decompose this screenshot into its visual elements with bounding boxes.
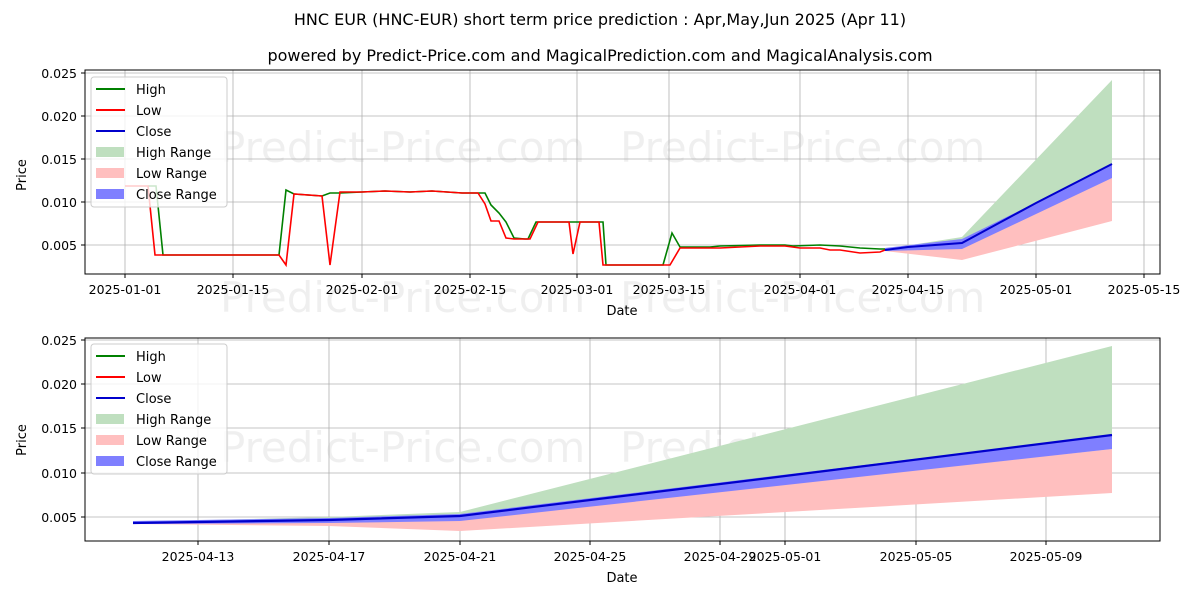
- top-y-tick-label: 0.020: [41, 109, 77, 124]
- legend-low-label: Low: [136, 104, 162, 119]
- legend-high-range-label: High Range: [136, 146, 211, 161]
- bottom-x-tick-label: 2025-04-13: [162, 549, 235, 564]
- bottom-legend: High Low Close High Range Low Range Clos…: [90, 343, 228, 475]
- top-x-ticks: [124, 274, 1145, 278]
- low-range-area: [885, 178, 1112, 260]
- legend-close-range-swatch: [96, 189, 124, 199]
- bottom-y-tick-label: 0.010: [41, 466, 77, 481]
- top-grid: [85, 70, 1160, 274]
- bottom-y-tick-label: 0.015: [41, 421, 77, 436]
- high-line: [148, 185, 885, 266]
- bottom-y-tick-label: 0.020: [41, 377, 77, 392]
- close-line: [132, 433, 1113, 525]
- bottom-y-axis-label: Price: [15, 424, 30, 456]
- top-y-tick-label: 0.010: [41, 195, 77, 210]
- legend-low-range-label: Low Range: [136, 434, 207, 449]
- legend-low-range-label: Low Range: [136, 167, 207, 182]
- bottom-x-tick-label: 2025-05-01: [749, 549, 822, 564]
- top-x-tick-label: 2025-04-15: [872, 282, 945, 297]
- legend-high-range-swatch: [96, 414, 124, 424]
- watermark: Predict-Price.com: [220, 123, 585, 172]
- legend-high-range-label: High Range: [136, 413, 211, 428]
- top-axes-frame: [84, 69, 1161, 275]
- bottom-x-tick-label: 2025-04-25: [554, 549, 627, 564]
- top-y-ticks: [81, 72, 85, 246]
- legend-low-range-swatch: [96, 168, 124, 178]
- top-x-tick-label: 2025-03-15: [633, 282, 706, 297]
- close-line: [884, 163, 1113, 251]
- top-x-tick-label: 2025-02-15: [434, 282, 507, 297]
- bottom-y-tick-label: 0.005: [41, 510, 77, 525]
- bottom-x-tick-label: 2025-04-21: [424, 549, 497, 564]
- bottom-chart: Predict-Price.com Predict-Price.com: [15, 333, 1161, 586]
- high-range-area: [133, 346, 1112, 523]
- top-x-axis-label: Date: [606, 304, 637, 319]
- bottom-x-tick-label: 2025-04-29: [684, 549, 757, 564]
- chart-title: HNC EUR (HNC-EUR) short term price predi…: [293, 10, 907, 29]
- legend-low-range-swatch: [96, 435, 124, 445]
- high-range-area: [885, 80, 1112, 250]
- legend-close-label: Close: [136, 125, 171, 140]
- top-y-axis-label: Price: [15, 159, 30, 191]
- bottom-x-ticks: [197, 541, 1047, 545]
- legend-close-range-label: Close Range: [136, 455, 217, 470]
- low-line: [125, 185, 886, 268]
- top-x-tick-label: 2025-02-01: [326, 282, 399, 297]
- bottom-x-tick-label: 2025-05-09: [1010, 549, 1083, 564]
- top-x-tick-label: 2025-04-01: [764, 282, 837, 297]
- legend-close-range-label: Close Range: [136, 188, 217, 203]
- bottom-x-tick-label: 2025-04-17: [293, 549, 366, 564]
- bottom-x-axis-label: Date: [606, 571, 637, 586]
- legend-low-label: Low: [136, 371, 162, 386]
- top-legend: High Low Close High Range Low Range Clos…: [90, 76, 228, 208]
- bottom-axes-frame: [84, 337, 1161, 542]
- legend-high-range-swatch: [96, 147, 124, 157]
- top-x-tick-label: 2025-05-15: [1108, 282, 1181, 297]
- top-x-tick-label: 2025-01-15: [197, 282, 270, 297]
- bottom-y-tick-label: 0.025: [41, 333, 77, 348]
- watermark: Predict-Price.com: [620, 273, 985, 322]
- chart-subtitle: powered by Predict-Price.com and Magical…: [267, 46, 933, 65]
- watermark: Predict-Price.com: [220, 423, 585, 472]
- top-y-tick-label: 0.015: [41, 152, 77, 167]
- bottom-x-tick-label: 2025-05-05: [880, 549, 953, 564]
- legend-close-label: Close: [136, 392, 171, 407]
- watermark: Predict-Price.com: [220, 273, 585, 322]
- top-chart: Predict-Price.com Predict-Price.com Pred…: [15, 66, 1180, 322]
- top-x-tick-label: 2025-01-01: [89, 282, 162, 297]
- legend-high-label: High: [136, 350, 166, 365]
- top-x-tick-label: 2025-05-01: [1000, 282, 1073, 297]
- top-y-tick-label: 0.005: [41, 238, 77, 253]
- legend-high-label: High: [136, 83, 166, 98]
- top-x-tick-label: 2025-03-01: [541, 282, 614, 297]
- bottom-y-ticks: [81, 339, 85, 518]
- watermark: Predict-Price.com: [620, 123, 985, 172]
- top-y-tick-label: 0.025: [41, 66, 77, 81]
- legend-close-range-swatch: [96, 456, 124, 466]
